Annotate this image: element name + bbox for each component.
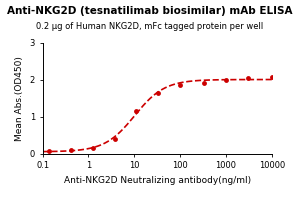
Y-axis label: Mean Abs.(OD450): Mean Abs.(OD450) [15, 56, 24, 141]
Text: 0.2 μg of Human NKG2D, mFc tagged protein per well: 0.2 μg of Human NKG2D, mFc tagged protei… [36, 22, 264, 31]
X-axis label: Anti-NKG2D Neutralizing antibody(ng/ml): Anti-NKG2D Neutralizing antibody(ng/ml) [64, 176, 251, 185]
Text: Anti-NKG2D (tesnatilimab biosimilar) mAb ELISA: Anti-NKG2D (tesnatilimab biosimilar) mAb… [7, 6, 293, 16]
